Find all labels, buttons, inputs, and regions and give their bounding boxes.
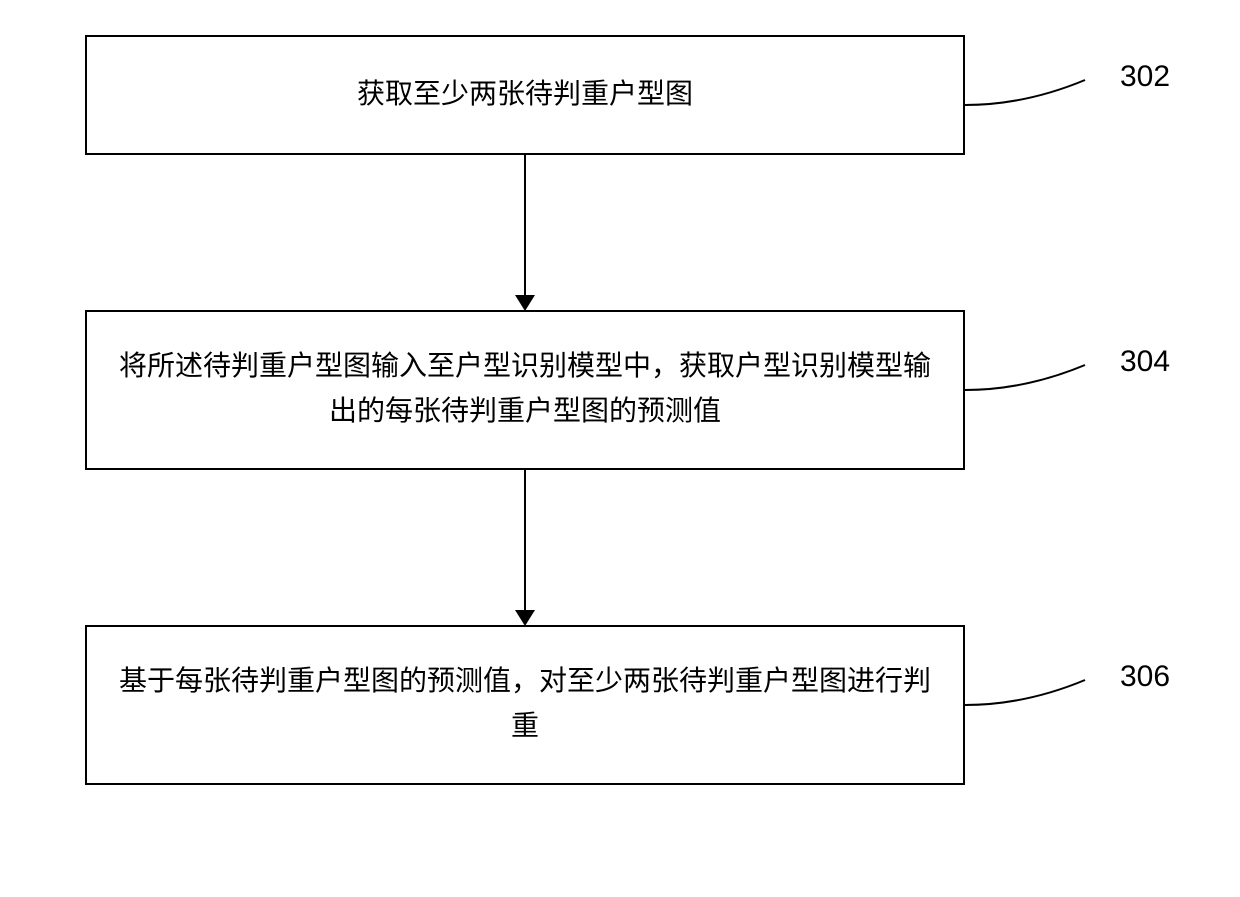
flowchart-step-1: 获取至少两张待判重户型图 [85, 35, 965, 155]
arrow-head-2 [515, 610, 535, 626]
connector-curve-2 [965, 355, 1115, 405]
flowchart-container: 获取至少两张待判重户型图 302 将所述待判重户型图输入至户型识别模型中，获取户… [0, 0, 1240, 897]
arrow-head-1 [515, 295, 535, 311]
step-3-label: 306 [1120, 660, 1170, 694]
arrow-1-to-2 [524, 155, 526, 295]
arrow-2-to-3 [524, 470, 526, 610]
flowchart-step-2: 将所述待判重户型图输入至户型识别模型中，获取户型识别模型输出的每张待判重户型图的… [85, 310, 965, 470]
connector-curve-3 [965, 670, 1115, 720]
flowchart-step-3: 基于每张待判重户型图的预测值，对至少两张待判重户型图进行判重 [85, 625, 965, 785]
step-2-text: 将所述待判重户型图输入至户型识别模型中，获取户型识别模型输出的每张待判重户型图的… [117, 345, 933, 435]
step-1-label: 302 [1120, 60, 1170, 94]
step-3-text: 基于每张待判重户型图的预测值，对至少两张待判重户型图进行判重 [117, 660, 933, 750]
connector-curve-1 [965, 70, 1115, 120]
step-2-label: 304 [1120, 345, 1170, 379]
step-1-text: 获取至少两张待判重户型图 [357, 73, 693, 118]
